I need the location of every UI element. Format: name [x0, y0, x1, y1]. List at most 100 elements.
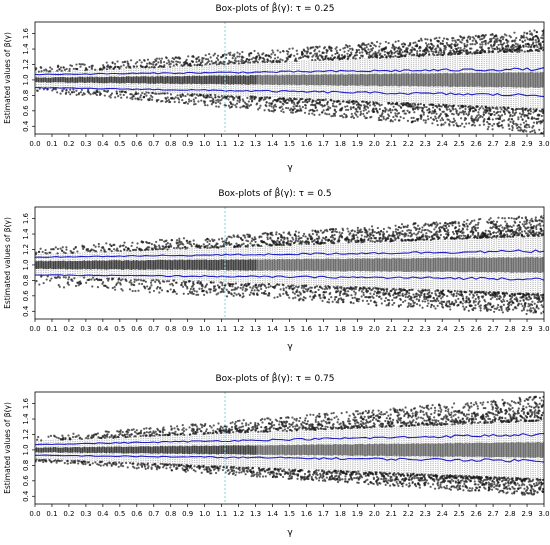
outlier-point: [463, 43, 465, 45]
outlier-point: [419, 107, 421, 109]
outlier-point: [257, 52, 259, 54]
outlier-point: [256, 287, 258, 289]
outlier-point: [344, 47, 346, 49]
outlier-point: [531, 130, 533, 132]
outlier-point: [154, 281, 156, 283]
box: [423, 74, 425, 87]
box: [116, 260, 118, 269]
outlier-point: [452, 37, 454, 39]
outlier-point: [393, 302, 395, 304]
outlier-point: [122, 90, 124, 92]
outlier-point: [274, 57, 276, 59]
outlier-point: [440, 52, 442, 54]
outlier-point: [391, 109, 393, 111]
box: [445, 73, 447, 86]
box: [48, 78, 50, 83]
outlier-point: [176, 293, 178, 295]
outlier-point: [266, 243, 268, 245]
outlier-point: [190, 64, 192, 66]
box: [404, 73, 406, 85]
box: [372, 74, 374, 86]
box: [204, 260, 206, 270]
outlier-point: [186, 287, 188, 289]
box: [211, 76, 213, 84]
outlier-point: [476, 52, 478, 54]
outlier-point: [270, 56, 272, 58]
outlier-point: [203, 294, 205, 296]
outlier-point: [125, 279, 127, 281]
outlier-point: [391, 52, 393, 54]
outlier-point: [123, 64, 125, 66]
box: [107, 77, 109, 83]
outlier-point: [501, 124, 503, 126]
box: [36, 261, 38, 269]
outlier-point: [219, 102, 221, 104]
outlier-point: [75, 246, 77, 248]
outlier-point: [320, 230, 322, 232]
outlier-point: [391, 304, 393, 306]
box: [487, 73, 489, 87]
outlier-point: [519, 39, 521, 41]
outlier-point: [197, 294, 199, 296]
outlier-point: [293, 97, 295, 99]
outlier-point: [305, 285, 307, 287]
box: [58, 77, 60, 82]
box: [129, 76, 131, 83]
outlier-point: [141, 249, 143, 251]
box: [363, 74, 365, 86]
outlier-point: [76, 68, 78, 70]
box: [197, 76, 199, 84]
outlier-point: [478, 114, 480, 116]
outlier-point: [526, 126, 528, 128]
outlier-point: [65, 89, 67, 91]
box: [107, 261, 109, 270]
outlier-point: [337, 100, 339, 102]
box: [214, 260, 216, 270]
box: [236, 259, 238, 270]
outlier-point: [243, 243, 245, 245]
outlier-point: [169, 243, 171, 245]
outlier-point: [388, 102, 390, 104]
outlier-point: [247, 240, 249, 242]
outlier-point: [437, 53, 439, 55]
outlier-point: [474, 43, 476, 45]
outlier-point: [371, 225, 373, 227]
outlier-point: [145, 241, 147, 243]
outlier-point: [100, 279, 102, 281]
outlier-point: [136, 61, 138, 63]
box: [216, 76, 218, 84]
box: [172, 76, 174, 84]
outlier-point: [481, 34, 483, 36]
outlier-point: [268, 286, 270, 288]
outlier-point: [369, 296, 371, 298]
outlier-point: [323, 109, 325, 111]
outlier-point: [308, 241, 310, 243]
outlier-point: [452, 53, 454, 55]
box: [535, 72, 537, 87]
outlier-point: [182, 94, 184, 96]
outlier-point: [340, 109, 342, 111]
x-tick-label: 0.5: [114, 140, 125, 148]
box: [491, 73, 493, 87]
outlier-point: [411, 297, 413, 299]
outlier-point: [346, 115, 348, 117]
outlier-point: [129, 250, 131, 252]
outlier-point: [318, 237, 320, 239]
box: [94, 261, 96, 270]
box: [370, 259, 372, 272]
outlier-point: [250, 104, 252, 106]
outlier-point: [493, 123, 495, 125]
box: [228, 260, 230, 271]
outlier-point: [497, 44, 499, 46]
outlier-point: [352, 56, 354, 58]
box: [206, 76, 208, 84]
outlier-point: [264, 109, 266, 111]
outlier-point: [458, 39, 460, 41]
outlier-point: [189, 241, 191, 243]
box: [280, 259, 282, 270]
y-tick-label: 1.0: [22, 74, 30, 85]
outlier-point: [373, 107, 375, 109]
outlier-point: [168, 280, 170, 282]
box: [343, 259, 345, 271]
outlier-point: [361, 234, 363, 236]
